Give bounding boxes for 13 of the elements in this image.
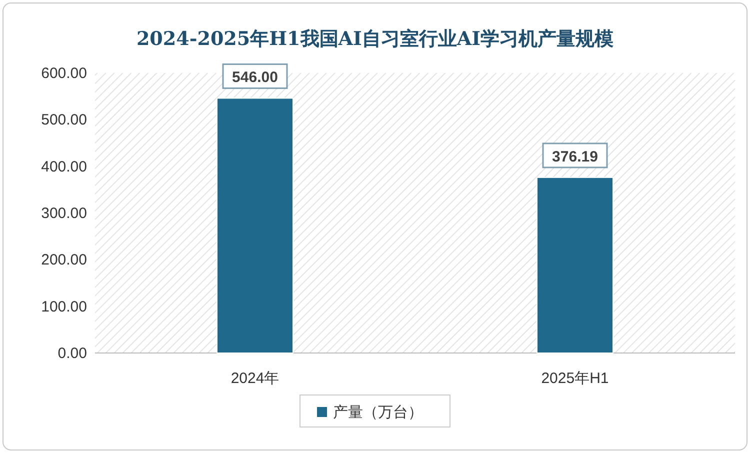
y-tick-label: 0.00 [58,345,87,362]
legend-label: 产量（万台） [333,404,423,421]
y-tick-label: 400.00 [41,158,87,176]
chart-title: 2024-2025年H1我国AI自习室行业AI学习机产量规模 [136,28,614,50]
x-tick-label: 2024年 [230,370,280,387]
y-tick-label: 300.00 [41,205,87,222]
data-label: 546.00 [232,69,278,86]
y-tick-label: 600.00 [41,65,87,82]
data-label: 376.19 [552,148,598,166]
y-tick-label: 200.00 [41,252,87,269]
y-tick-label: 100.00 [41,298,87,316]
y-tick-label: 500.00 [41,112,87,129]
x-tick-label: 2025年H1 [541,370,609,387]
